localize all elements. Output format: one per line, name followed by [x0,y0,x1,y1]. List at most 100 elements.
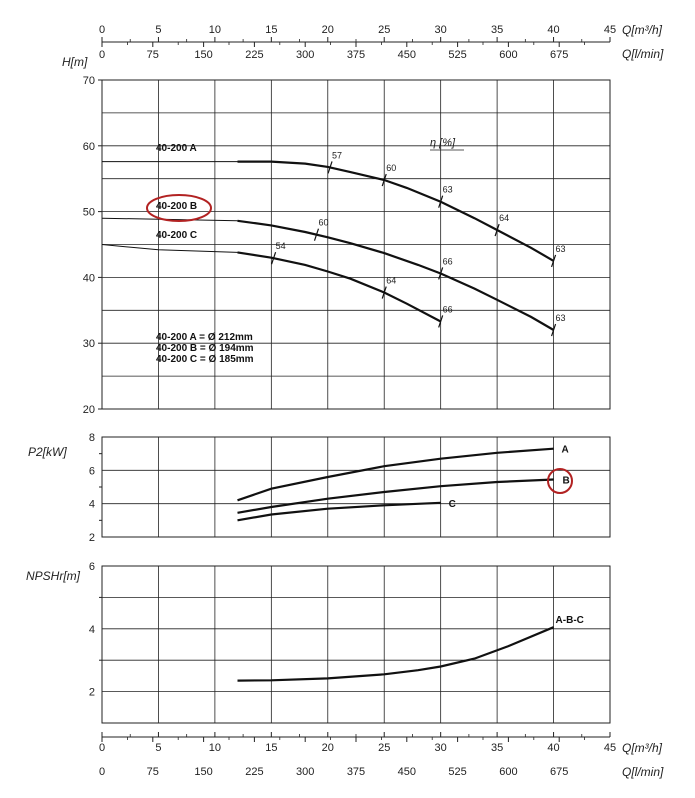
npsh-chart: 2 4 6 NPSHr[m] A-B-C [26,561,611,724]
head-chart-y-label: H[m] [62,55,88,69]
bot-lmin-label: 675 [550,766,568,778]
bot-lmin-label: 225 [245,766,263,778]
efficiency-mark [381,286,387,299]
top-m3h-label: 25 [378,24,390,36]
power-curve-a [237,447,554,502]
power-chart-grid [102,437,610,537]
diameter-entry-2: 40-200 C = Ø 185mm [156,354,254,365]
top-m3h-label: 15 [265,24,277,36]
top-lmin-label: 0 [99,49,105,61]
npsh-curve-abc [237,626,555,682]
top-lmin-label: 225 [245,49,263,61]
npsh-y-tick-label: 6 [89,561,95,573]
bot-lmin-label: 0 [99,766,105,778]
power-chart-y-ticks: 2 4 6 8 [89,432,102,544]
top-lmin-label: 675 [550,49,568,61]
power-y-tick-label: 2 [89,532,95,544]
top-lmin-label: 375 [347,49,365,61]
top-axis-lmin-ticks: 0 75 150 225 300 375 450 525 600 675 [99,42,585,61]
top-axis: 0 5 10 15 20 25 30 35 40 45 0 75 150 225 300 375 450 525… [99,23,664,61]
efficiency-mark-label: 66 [443,304,453,314]
efficiency-mark-label: 64 [386,276,396,286]
head-curve-label-40-200-b: 40-200 B [156,201,197,212]
efficiency-mark [438,315,444,328]
head-curve-labels: 40-200 A 57 60 63 64 63 40-200 B 60 66 63 40-200 C… [156,143,566,323]
npsh-curve-label: A-B-C [556,615,584,626]
top-m3h-label: 20 [322,24,334,36]
npsh-curves: A-B-C [237,615,584,682]
head-curve-40-200-a [237,160,555,262]
efficiency-mark-label: 63 [443,185,453,195]
top-m3h-label: 5 [155,24,161,36]
bot-lmin-label: 150 [194,766,212,778]
npsh-chart-frame [101,565,611,724]
bot-lmin-label: 300 [296,766,314,778]
bottom-axis-m3h-label: Q[m³/h] [622,741,663,755]
head-chart: 20 30 40 50 60 70 H[m] η [%] 40-200 A 57 60 63 64… [62,55,611,416]
power-y-tick-label: 6 [89,465,95,477]
top-lmin-label: 600 [499,49,517,61]
bot-m3h-label: 5 [155,742,161,754]
top-lmin-label: 525 [448,49,466,61]
efficiency-label: η [%] [430,137,456,149]
head-curve-label-40-200-c: 40-200 C [156,230,197,241]
top-lmin-label: 150 [194,49,212,61]
npsh-chart-y-label: NPSHr[m] [26,569,81,583]
power-curve-label-b: B [563,476,570,487]
bot-m3h-label: 15 [265,742,277,754]
npsh-chart-y-ticks: 2 4 6 [89,561,102,699]
top-m3h-label: 40 [547,24,559,36]
head-curve-40-200-b [237,219,555,331]
power-curve-label-a: A [562,445,569,456]
head-y-tick-label: 50 [83,207,95,219]
bot-m3h-label: 45 [604,742,616,754]
top-m3h-label: 45 [604,24,616,36]
power-y-tick-label: 8 [89,432,95,444]
top-m3h-label: 0 [99,24,105,36]
top-axis-lmin-label: Q[l/min] [622,47,664,61]
efficiency-mark [550,254,557,268]
bottom-axis: 0 5 10 15 20 25 30 35 40 45 0 75 150 225 300 375 450 525… [99,732,664,779]
efficiency-mark [438,195,444,208]
top-m3h-label: 30 [435,24,447,36]
power-y-tick-label: 4 [89,499,95,511]
diameter-entry-1: 40-200 B = Ø 194mm [156,343,254,354]
bot-m3h-label: 40 [547,742,559,754]
top-lmin-label: 75 [147,49,159,61]
efficiency-mark-label: 64 [499,213,509,223]
efficiency-mark [271,251,277,265]
bot-lmin-label: 600 [499,766,517,778]
top-m3h-label: 35 [491,24,503,36]
npsh-chart-grid [102,566,610,723]
bot-lmin-label: 525 [448,766,466,778]
top-lmin-label: 300 [296,49,314,61]
efficiency-mark-label: 57 [332,150,342,160]
efficiency-mark-label: 63 [556,313,566,323]
top-lmin-label: 450 [398,49,416,61]
bot-m3h-label: 25 [378,742,390,754]
efficiency-mark [313,228,320,241]
head-chart-y-ticks: 20 30 40 50 60 70 [83,75,102,416]
efficiency-mark [438,267,444,280]
head-curves [101,160,557,337]
efficiency-mark-label: 63 [556,244,566,254]
bot-lmin-label: 75 [147,766,159,778]
head-y-tick-label: 70 [83,75,95,87]
bot-lmin-label: 375 [347,766,365,778]
efficiency-mark [494,223,500,237]
bot-m3h-label: 10 [209,742,221,754]
head-y-tick-label: 30 [83,338,95,350]
efficiency-mark-label: 66 [443,256,453,266]
top-axis-m3h-label: Q[m³/h] [622,23,663,37]
bottom-axis-lmin-ticks: 0 75 150 225 300 375 450 525 600 675 [99,737,585,778]
head-y-tick-label: 40 [83,272,95,284]
efficiency-mark [550,323,557,337]
efficiency-mark-label: 60 [318,218,328,228]
efficiency-mark-label: 54 [276,241,286,251]
bot-m3h-label: 30 [435,742,447,754]
bot-m3h-label: 20 [322,742,334,754]
power-curve-c [237,501,441,522]
npsh-y-tick-label: 4 [89,624,95,636]
